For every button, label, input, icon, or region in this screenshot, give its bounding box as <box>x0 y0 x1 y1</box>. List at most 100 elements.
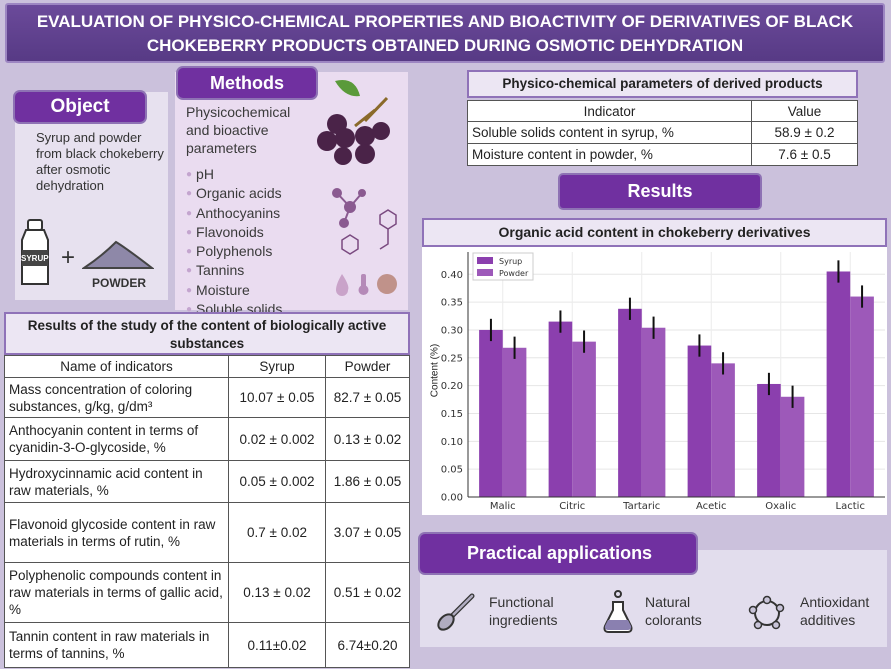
bar-syrup <box>687 345 712 497</box>
bio-heading: Results of the study of the content of b… <box>4 312 410 355</box>
legend-swatch <box>477 257 493 264</box>
syrup-cell: 0.7 ± 0.02 <box>228 502 326 563</box>
legend-label: Powder <box>499 269 529 278</box>
y-tick-label: 0.25 <box>441 353 463 364</box>
table-row: Soluble solids content in syrup, % 58.9 ±… <box>467 121 858 144</box>
y-tick-label: 0.35 <box>441 298 463 309</box>
powder-cell: 1.86 ± 0.05 <box>325 460 410 503</box>
y-tick-label: 0.10 <box>441 437 463 448</box>
column-header: Syrup <box>228 355 326 378</box>
x-tick-label: Acetic <box>696 501 727 512</box>
moisture-temperature-icon <box>336 274 397 296</box>
applications-heading: Practical applications <box>420 534 696 573</box>
legend-label: Syrup <box>499 257 522 266</box>
bar-chart: 0.00 0.05 0.10 0.15 0.20 0.25 0.30 0.35 0.40 Mali… <box>441 252 885 512</box>
powder-cell: 6.74±0.20 <box>325 622 410 668</box>
table-row: Polyphenolic compounds content in raw ma… <box>4 562 410 623</box>
bar-syrup <box>826 271 851 497</box>
bar-powder <box>572 341 596 497</box>
indicator-cell: Moisture content in powder, % <box>467 143 752 166</box>
method-item: Polyphenols <box>186 242 282 261</box>
table-row: Hydroxycinnamic acid content in raw mate… <box>4 460 410 503</box>
y-tick-label: 0.40 <box>441 270 463 281</box>
y-axis-label: Content (%) <box>429 343 441 398</box>
table-row: Anthocyanin content in terms of cyanidin… <box>4 417 410 461</box>
object-heading: Object <box>15 92 145 122</box>
x-tick-label: Oxalic <box>765 501 796 512</box>
syrup-cell: 0.02 ± 0.002 <box>228 417 326 461</box>
spoon-icon <box>437 593 475 631</box>
y-tick-label: 0.05 <box>441 465 463 476</box>
syrup-cell: 0.11±0.02 <box>228 622 326 668</box>
bar-syrup <box>618 308 642 497</box>
indicator-cell: Soluble solids content in syrup, % <box>467 121 752 144</box>
column-header: Indicator <box>467 100 752 122</box>
method-item: Tannins <box>186 261 282 280</box>
flask-icon <box>603 590 633 633</box>
powder-label: POWDER <box>92 276 146 290</box>
method-item: pH <box>186 165 282 184</box>
indicator-cell: Polyphenolic compounds content in raw ma… <box>4 562 229 623</box>
application-label: Antioxidant additives <box>800 594 870 628</box>
bar-syrup <box>479 329 503 497</box>
y-tick-label: 0.15 <box>441 409 463 420</box>
methods-list: pH Organic acids Anthocyanins Flavonoids… <box>186 165 282 319</box>
methods-intro: Physicochemical and bioactive parameters <box>186 104 291 156</box>
bar-powder <box>711 363 735 497</box>
indicator-cell: Hydroxycinnamic acid content in raw mate… <box>4 460 229 503</box>
powder-cell: 82.7 ± 0.05 <box>325 377 410 418</box>
method-item: Flavonoids <box>186 223 282 242</box>
table-row: Tannin content in raw materials in terms… <box>4 622 410 668</box>
value-cell: 7.6 ± 0.5 <box>751 143 858 166</box>
results-heading: Results <box>560 175 760 208</box>
bar-powder <box>850 296 874 497</box>
indicator-cell: Flavonoid glycoside content in raw mater… <box>4 502 229 563</box>
syrup-cell: 0.13 ± 0.02 <box>228 562 326 623</box>
x-tick-label: Lactic <box>836 501 865 512</box>
chart-title: Organic acid content in chokeberry deriv… <box>422 218 887 247</box>
method-item: Organic acids <box>186 184 282 203</box>
methods-heading: Methods <box>178 68 316 98</box>
value-cell: 58.9 ± 0.2 <box>751 121 858 144</box>
y-tick-label: 0.00 <box>441 493 463 504</box>
column-header: Name of indicators <box>4 355 229 378</box>
y-tick-label: 0.20 <box>441 381 463 392</box>
bar-powder <box>641 327 666 497</box>
x-tick-label: Tartaric <box>622 501 660 512</box>
bar-powder <box>502 347 527 497</box>
syrup-bottle-icon <box>21 219 49 285</box>
indicator-cell: Tannin content in raw materials in terms… <box>4 622 229 668</box>
x-tick-label: Citric <box>559 501 585 512</box>
x-tick-label: Malic <box>490 501 516 512</box>
table-row: Moisture content in powder, % 7.6 ± 0.5 <box>467 143 858 166</box>
table-row: Flavonoid glycoside content in raw mater… <box>4 502 410 563</box>
column-header: Value <box>751 100 858 122</box>
plus-sign: + <box>61 244 76 271</box>
powder-cell: 0.51 ± 0.02 <box>325 562 410 623</box>
molecule-ring-icon <box>748 595 785 630</box>
molecule-icon <box>332 188 397 255</box>
bar-syrup <box>548 321 573 497</box>
application-label: Natural colorants <box>645 594 702 628</box>
y-tick-label: 0.30 <box>441 325 463 336</box>
object-text: Syrup and powder from black chokeberry a… <box>36 130 164 193</box>
bar-syrup <box>757 383 781 497</box>
application-label: Functional ingredients <box>489 594 558 628</box>
chokeberry-icon <box>317 80 390 165</box>
physico-heading: Physico-chemical parameters of derived p… <box>467 70 858 98</box>
indicator-cell: Anthocyanin content in terms of cyanidin… <box>4 417 229 461</box>
bar-powder <box>780 396 805 497</box>
powder-cell: 0.13 ± 0.02 <box>325 417 410 461</box>
method-item: Anthocyanins <box>186 204 282 223</box>
poster-title: EVALUATION OF PHYSICO-CHEMICAL PROPERTIE… <box>5 3 885 63</box>
bio-table: Name of indicators Syrup Powder Mass conce… <box>4 355 410 668</box>
syrup-cell: 10.07 ± 0.05 <box>228 377 326 418</box>
syrup-label: SYRUP <box>21 254 49 263</box>
powder-pile-icon <box>82 240 154 269</box>
powder-cell: 3.07 ± 0.05 <box>325 502 410 563</box>
column-header: Powder <box>325 355 410 378</box>
physico-table: Indicator Value Soluble solids content in… <box>467 100 858 166</box>
indicator-cell: Mass concentration of coloring substance… <box>4 377 229 418</box>
table-row: Mass concentration of coloring substance… <box>4 377 410 418</box>
method-item: Moisture <box>186 281 282 300</box>
